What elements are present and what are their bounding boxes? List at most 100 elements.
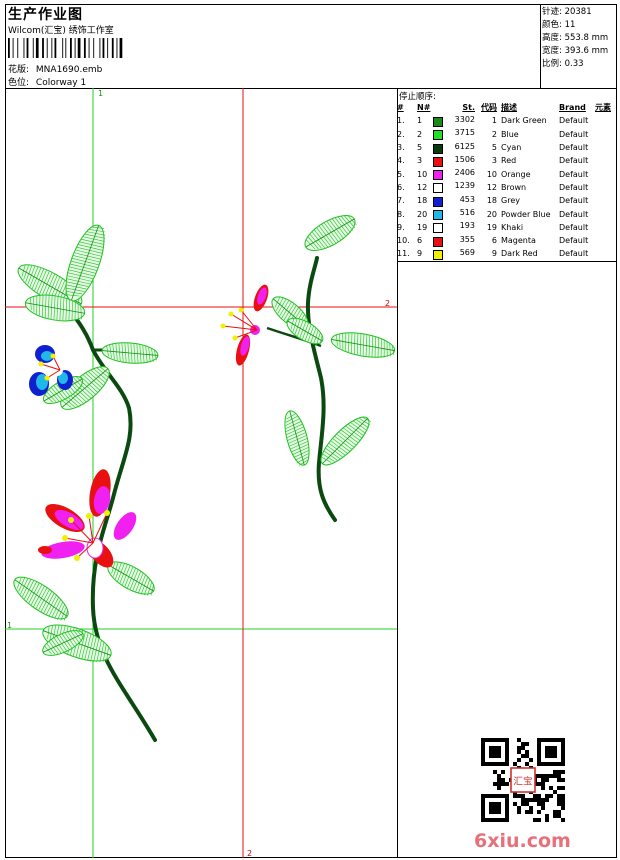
stats-divider [540, 4, 541, 88]
table-row: 4. 3 1506 3 Red Default [397, 154, 615, 167]
table-row: 10. 6 355 6 Magenta Default [397, 234, 615, 247]
color-swatch [433, 210, 443, 221]
stitch-count-value: 355 [459, 234, 475, 244]
color-description: Red [501, 156, 517, 166]
page-title: 生产作业图 [8, 7, 83, 23]
design-file: MNA1690.emb [35, 65, 103, 75]
thread-brand: Default [559, 182, 589, 192]
needle-number: 10 [417, 169, 428, 179]
needle-number: 19 [417, 222, 428, 232]
qr-code: 汇宝 [481, 738, 565, 822]
needle-number: 18 [417, 196, 428, 206]
leaf [101, 342, 159, 364]
design-file-row: 花版: MNA1690.emb [8, 62, 102, 75]
stop-index: 4. [397, 156, 405, 166]
color-swatch [433, 156, 443, 167]
header-divider [5, 88, 617, 89]
stitches-value: 20381 [564, 7, 592, 17]
thread-brand: Default [559, 116, 589, 126]
design-preview: 1 1 2 2 [5, 88, 397, 858]
element [595, 128, 615, 141]
design-stats: 针迹: 20381 颜色: 11 高度: 553.8 mm 宽度: 393.6 … [542, 6, 608, 71]
stitch-count-value: 3715 [454, 128, 475, 138]
stitch-count: 6125 [433, 141, 475, 154]
stitch-count: 453 [433, 194, 475, 207]
color-swatch [433, 130, 443, 141]
thread-brand: Default [559, 156, 589, 166]
stop-index: 11. [397, 249, 410, 259]
color-swatch [433, 223, 443, 234]
stitch-count-value: 3302 [454, 114, 475, 124]
needle-number: 20 [417, 209, 428, 219]
stitch-count-value: 516 [459, 208, 475, 218]
hoop-label-h2: 2 [385, 299, 390, 308]
colorway-row: 色位: Colorway 1 [8, 75, 86, 88]
color-swatch [433, 183, 443, 194]
color-description: Grey [501, 196, 520, 206]
table-row: 11. 9 569 9 Dark Red Default [397, 247, 615, 260]
color-code: 2 [491, 129, 497, 139]
color-swatch [433, 116, 443, 127]
stop-sequence-table: # N# St. 代码 描述 Brand 元素 1. 1 3302 1 Dark Gre… [397, 101, 615, 261]
color-code: 9 [491, 249, 497, 259]
colorway-value: Colorway 1 [35, 78, 87, 88]
leaf [286, 317, 324, 346]
barcode [8, 38, 123, 58]
element [595, 221, 615, 234]
element [595, 234, 615, 247]
small-flower [220, 284, 269, 366]
table-row: 2. 2 3715 2 Blue Default [397, 128, 615, 141]
leaf [320, 416, 372, 466]
stitch-count: 569 [433, 247, 475, 260]
table-divider [397, 88, 398, 858]
color-description: Brown [501, 182, 527, 192]
colorway-label: 色位: [8, 78, 30, 88]
leaf-group [13, 215, 396, 663]
thread-brand: Default [559, 249, 589, 259]
col-stitches-header: St. [462, 103, 475, 113]
color-description: Powder Blue [501, 209, 551, 219]
needle-number: 1 [417, 116, 423, 126]
color-swatch [433, 143, 443, 154]
table-row: 7. 18 453 18 Grey Default [397, 194, 615, 207]
thread-brand: Default [559, 129, 589, 139]
stitch-count: 516 [433, 207, 475, 221]
thread-brand: Default [559, 196, 589, 206]
hoop-label-v2: 2 [247, 849, 252, 858]
color-description: Blue [501, 129, 519, 139]
element [595, 167, 615, 180]
color-code: 10 [486, 169, 497, 179]
element [595, 181, 615, 194]
color-code: 18 [486, 196, 497, 206]
col-desc-header: 描述 [501, 103, 517, 113]
right-branch [266, 256, 337, 522]
stop-sequence-title: 停止顺序: [399, 92, 436, 102]
col-needle-header: N# [417, 103, 431, 113]
color-code: 1 [491, 116, 497, 126]
col-code-header: 代码 [481, 103, 497, 113]
stop-index: 8. [397, 209, 405, 219]
colors-label: 颜色: [542, 20, 562, 30]
stitch-count: 3715 [433, 128, 475, 141]
color-code: 3 [491, 156, 497, 166]
stitch-count-value: 1506 [454, 154, 475, 164]
colors-value: 11 [564, 20, 576, 30]
stitch-count: 3302 [433, 114, 475, 127]
thread-brand: Default [559, 209, 589, 219]
thread-brand: Default [559, 222, 589, 232]
watermark-logo: 6xiu.com [474, 830, 571, 852]
color-description: Magenta [501, 236, 536, 246]
color-description: Cyan [501, 143, 522, 153]
stitch-count-value: 569 [459, 247, 475, 257]
scale-label: 比例: [542, 59, 562, 69]
stitch-count-value: 1239 [454, 181, 475, 191]
hoop-label-h1: 1 [7, 621, 12, 630]
table-row: 3. 5 6125 5 Cyan Default [397, 141, 615, 154]
stop-index: 7. [397, 196, 405, 206]
leaf [13, 576, 69, 621]
stitch-count: 2406 [433, 167, 475, 181]
stop-index: 10. [397, 236, 410, 246]
color-description: Dark Red [501, 249, 538, 259]
table-row: 8. 20 516 20 Powder Blue Default [397, 207, 615, 221]
stop-index: 3. [397, 143, 405, 153]
